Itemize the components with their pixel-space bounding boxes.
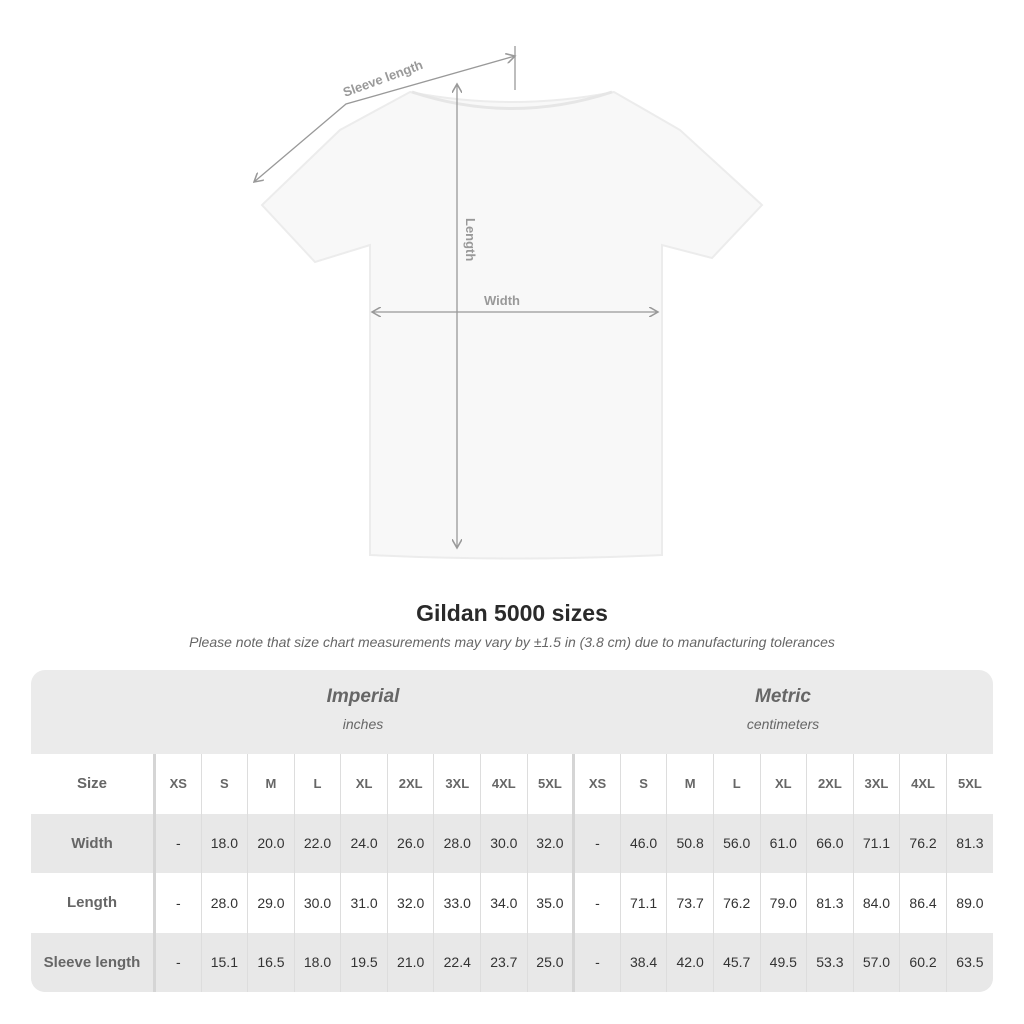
imperial-size-L: L [293,754,341,814]
imperial-cell: 18.0 [293,932,341,992]
imperial-header: Imperial inches [153,686,573,732]
size-table-panel: Imperial inches Metric centimeters Size X… [31,670,993,992]
metric-size-3XL: 3XL [852,754,900,814]
metric-cell: 71.1 [619,873,667,933]
metric-size-XL: XL [759,754,807,814]
metric-cell: 71.1 [852,813,900,873]
tolerance-note: Please note that size chart measurements… [189,634,835,650]
metric-cell: 84.0 [852,873,900,933]
tshirt-shape [260,90,764,560]
metric-cell: 89.0 [945,873,993,933]
imperial-cell: 33.0 [433,873,481,933]
imperial-size-XS: XS [153,754,202,814]
metric-heading: Metric [755,686,811,707]
metric-cell: 57.0 [852,932,900,992]
width-label: Width [484,293,520,308]
metric-size-2XL: 2XL [806,754,854,814]
metric-size-XS: XS [572,754,621,814]
metric-cell: 86.4 [899,873,947,933]
metric-cell: 79.0 [759,873,807,933]
metric-size-S: S [619,754,667,814]
metric-cell: - [572,932,621,992]
table-row: Sleeve length -15.1 16.5 18.0 19.5 21.0 22.4 23… [31,932,993,992]
table-row: Length -28.0 29.0 30.0 31.0 32.0 33.0 34.0 35.0-… [31,873,993,933]
imperial-cell: 18.0 [200,813,248,873]
imperial-cell: 28.0 [433,813,481,873]
imperial-unit: inches [342,716,384,732]
imperial-cell: 32.0 [526,813,574,873]
metric-cell: 60.2 [899,932,947,992]
imperial-cell: 34.0 [480,873,528,933]
metric-cell: 66.0 [806,813,854,873]
sleeve-arrow [254,56,515,182]
metric-unit: centimeters [746,716,820,732]
metric-cell: - [572,873,621,933]
metric-cell: 61.0 [759,813,807,873]
imperial-size-XL: XL [340,754,388,814]
chart-title: Gildan 5000 sizes [416,600,608,626]
imperial-cell: 29.0 [247,873,295,933]
metric-cell: 63.5 [945,932,993,992]
imperial-cell: 22.0 [293,813,341,873]
metric-cell: 38.4 [619,932,667,992]
imperial-heading: Imperial [326,686,400,707]
imperial-size-S: S [200,754,248,814]
metric-cell: 50.8 [666,813,714,873]
table-row: Width -18.0 20.0 22.0 24.0 26.0 28.0 30.0 32.0-4… [31,813,993,873]
imperial-cell: 32.0 [386,873,434,933]
imperial-cell: 16.5 [247,932,295,992]
imperial-cell: 30.0 [480,813,528,873]
metric-size-5XL: 5XL [945,754,993,814]
imperial-cell: - [153,932,202,992]
metric-size-4XL: 4XL [899,754,947,814]
metric-cell: 81.3 [945,813,993,873]
metric-cell: - [572,813,621,873]
imperial-size-2XL: 2XL [386,754,434,814]
table-header-row: Size XS S M L XL 2XL 3XL 4XL 5XL XS S M L XL 2XL 3XL 4XL 5… [31,754,993,814]
imperial-cell: 25.0 [526,932,574,992]
metric-cell: 45.7 [712,932,761,992]
imperial-cell: 24.0 [340,813,388,873]
metric-cell: 53.3 [806,932,854,992]
imperial-cell: 15.1 [200,932,248,992]
metric-cell: 76.2 [899,813,947,873]
imperial-cell: 28.0 [200,873,248,933]
imperial-cell: 26.0 [386,813,434,873]
tshirt-diagram: Sleeve length Length Width [0,46,764,560]
metric-size-M: M [666,754,714,814]
imperial-cell: - [153,813,202,873]
imperial-size-3XL: 3XL [433,754,481,814]
imperial-cell: 23.7 [480,932,528,992]
length-label: Length [463,218,478,261]
row-label: Width [71,834,113,852]
imperial-size-M: M [247,754,295,814]
metric-cell: 49.5 [759,932,807,992]
imperial-cell: 21.0 [386,932,434,992]
metric-cell: 56.0 [712,813,761,873]
imperial-cell: 20.0 [247,813,295,873]
imperial-size-5XL: 5XL [526,754,574,814]
metric-cell: 81.3 [806,873,854,933]
row-label: Length [67,894,117,912]
imperial-cell: - [153,873,202,933]
row-label: Sleeve length [43,953,141,971]
metric-cell: 46.0 [619,813,667,873]
imperial-cell: 31.0 [340,873,388,933]
imperial-cell: 35.0 [526,873,574,933]
imperial-size-4XL: 4XL [480,754,528,814]
imperial-cell: 19.5 [340,932,388,992]
size-label: Size [76,775,107,793]
metric-cell: 73.7 [666,873,714,933]
imperial-cell: 22.4 [433,932,481,992]
metric-size-L: L [712,754,761,814]
metric-header: Metric centimeters [573,686,993,732]
metric-cell: 76.2 [712,873,761,933]
metric-cell: 42.0 [666,932,714,992]
imperial-cell: 30.0 [293,873,341,933]
size-table: Size XS S M L XL 2XL 3XL 4XL 5XL XS S M L XL 2XL 3XL 4XL 5… [31,754,993,992]
